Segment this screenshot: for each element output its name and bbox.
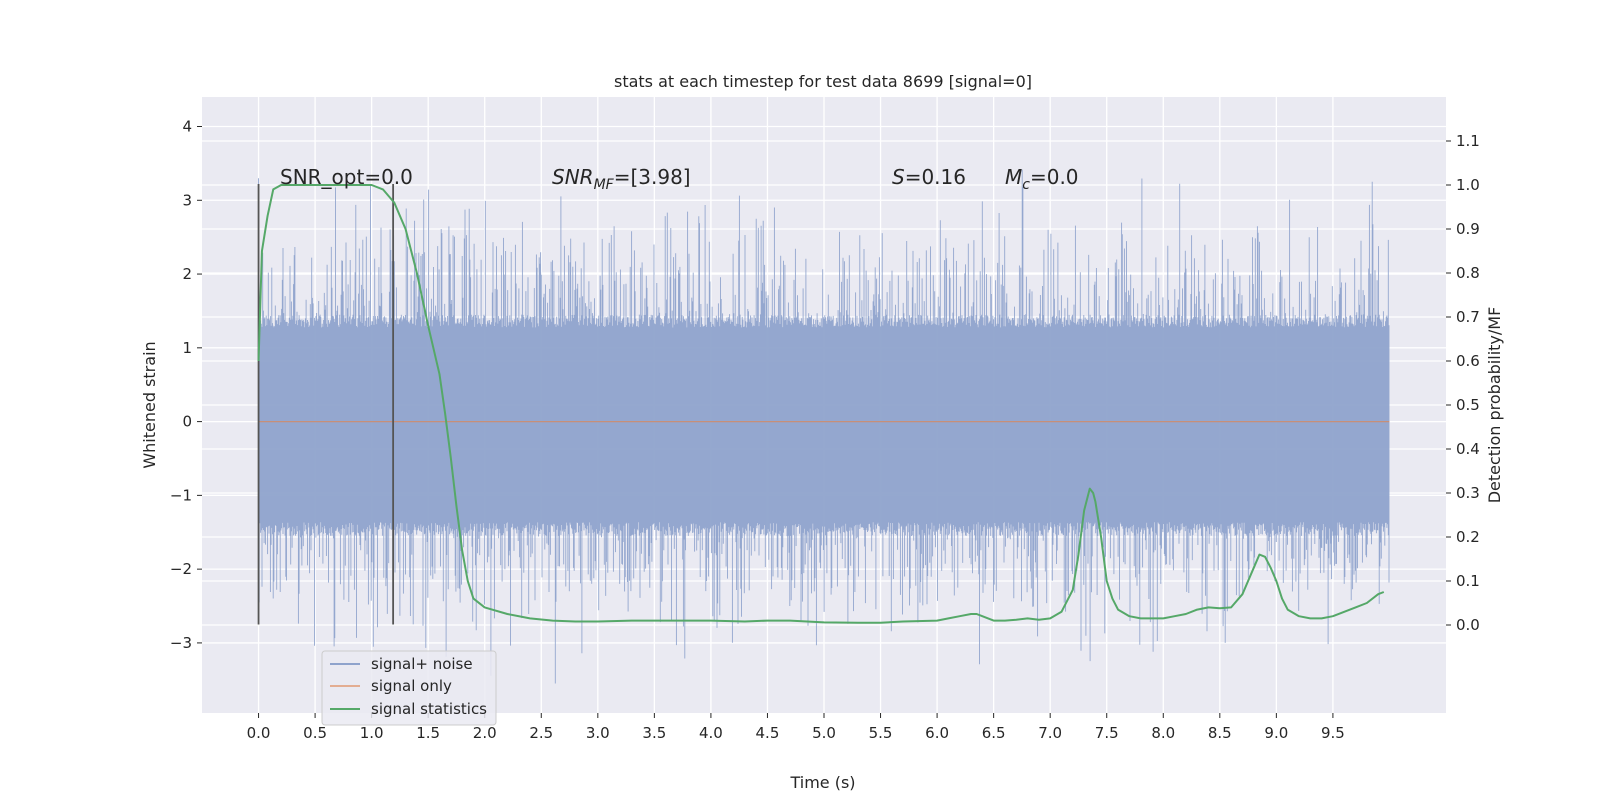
y-right-tick-label: 0.7: [1456, 308, 1480, 326]
x-tick-label: 6.5: [982, 724, 1006, 742]
x-tick-label: 6.0: [925, 724, 949, 742]
x-tick-label: 8.5: [1208, 724, 1232, 742]
x-tick-label: 5.5: [869, 724, 893, 742]
annotation-snr-mf: SNRMF=[3.98]: [552, 165, 691, 193]
y-right-tick-label: 0.4: [1456, 440, 1480, 458]
legend: signal+ noise signal only signal statist…: [321, 650, 497, 726]
y-tick-label: −2: [170, 560, 192, 578]
x-tick-label: 7.5: [1095, 724, 1119, 742]
y-axis-right-label: Detection probability/MF: [1485, 307, 1504, 504]
y-tick-label: 3: [182, 191, 192, 209]
y-right-tick-label: 0.3: [1456, 484, 1480, 502]
annotation-snr-opt: SNR_opt=0.0: [280, 165, 413, 189]
chart-title: stats at each timestep for test data 869…: [614, 72, 1032, 91]
x-tick-label: 2.0: [473, 724, 497, 742]
signal-statistics-line: [257, 184, 1385, 624]
x-tick-label: 1.0: [360, 724, 384, 742]
y-tick-label: 2: [182, 265, 192, 283]
y-right-tick-label: 0.5: [1456, 396, 1480, 414]
y-right-tick-label: 0.1: [1456, 572, 1480, 590]
y-right-tick-label: 0.0: [1456, 616, 1480, 634]
x-tick-label: 0.5: [303, 724, 327, 742]
x-tick-label: 8.0: [1151, 724, 1175, 742]
x-tick-label: 5.0: [812, 724, 836, 742]
y-tick-label: 0: [182, 413, 192, 431]
y-right-tick-label: 0.9: [1456, 220, 1480, 238]
y-tick-label: −3: [170, 634, 192, 652]
annotation-mc: Mc=0.0: [1005, 165, 1079, 193]
y-tick-label: 1: [182, 339, 192, 357]
x-tick-label: 9.5: [1321, 724, 1345, 742]
y-right-tick-label: 1.1: [1456, 132, 1480, 150]
legend-label-signal-noise: signal+ noise: [371, 655, 473, 673]
x-tick-label: 4.5: [756, 724, 780, 742]
annotation-s: S=0.16: [892, 165, 966, 189]
y-right-tick-label: 1.0: [1456, 176, 1480, 194]
x-axis-label: Time (s): [789, 773, 855, 792]
legend-label-signal-statistics: signal statistics: [371, 700, 487, 718]
y-right-tick-label: 0.2: [1456, 528, 1480, 546]
x-tick-label: 3.0: [586, 724, 610, 742]
y-axis-label: Whitened strain: [140, 341, 159, 468]
x-tick-label: 2.5: [529, 724, 553, 742]
y-tick-label: −1: [170, 486, 192, 504]
y-tick-label: 4: [182, 118, 192, 136]
y-right-tick-label: 0.6: [1456, 352, 1480, 370]
x-tick-label: 9.0: [1264, 724, 1288, 742]
x-tick-label: 4.0: [699, 724, 723, 742]
x-tick-label: 7.0: [1038, 724, 1062, 742]
y-right-tick-label: 0.8: [1456, 264, 1480, 282]
legend-box: [321, 650, 497, 726]
x-tick-label: 0.0: [247, 724, 271, 742]
x-tick-label: 1.5: [416, 724, 440, 742]
x-tick-label: 3.5: [642, 724, 666, 742]
legend-label-signal-only: signal only: [371, 677, 452, 695]
